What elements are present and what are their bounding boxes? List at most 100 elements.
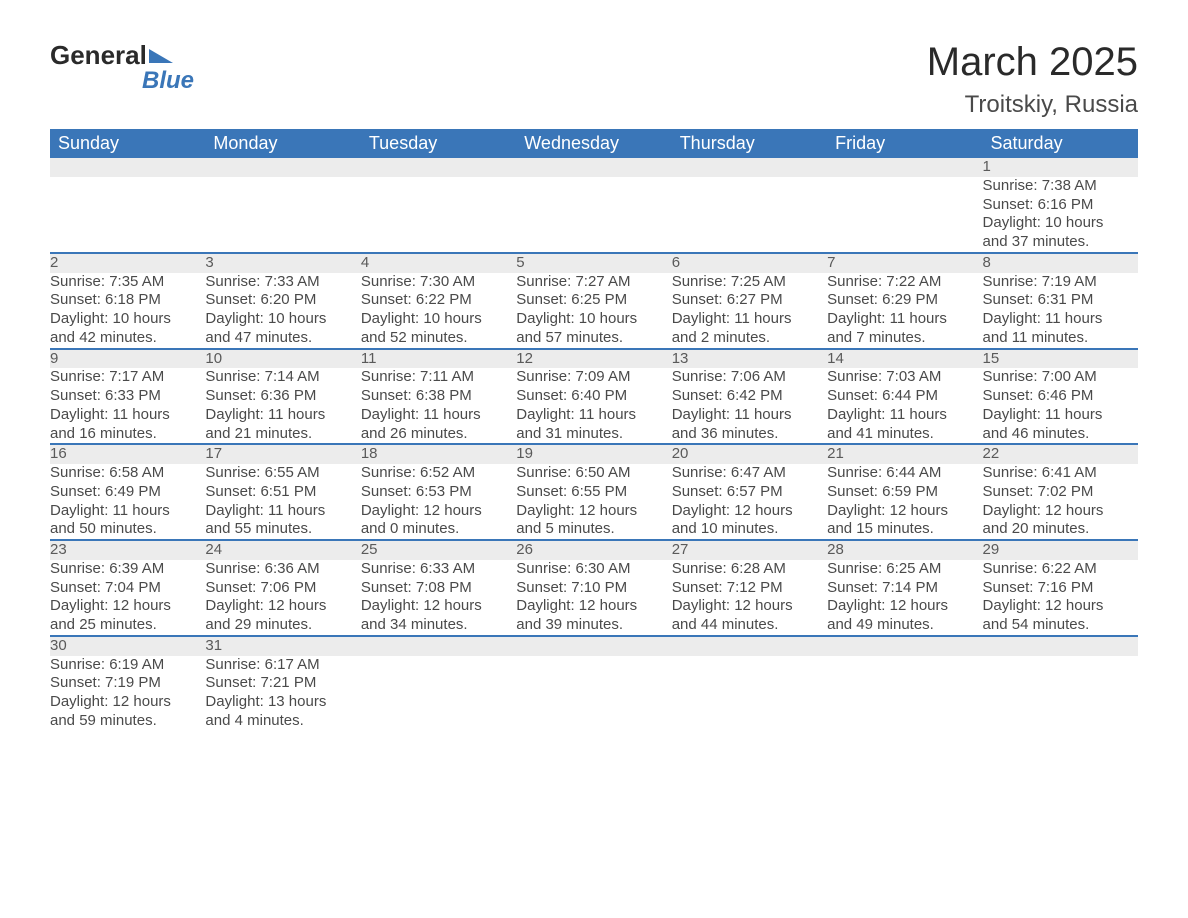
day-number-cell: 13 bbox=[672, 349, 827, 369]
daylight-text: and 49 minutes. bbox=[827, 616, 982, 635]
sunrise-text: Sunrise: 6:41 AM bbox=[983, 464, 1138, 483]
sunrise-text: Sunrise: 6:25 AM bbox=[827, 560, 982, 579]
daylight-text: Daylight: 10 hours bbox=[516, 310, 671, 329]
daylight-text: and 34 minutes. bbox=[361, 616, 516, 635]
location-subtitle: Troitskiy, Russia bbox=[927, 91, 1138, 119]
day-number-row: 9101112131415 bbox=[50, 349, 1138, 369]
day-data-cell: Sunrise: 7:06 AMSunset: 6:42 PMDaylight:… bbox=[672, 368, 827, 444]
daylight-text: and 55 minutes. bbox=[205, 520, 360, 539]
daylight-text: Daylight: 10 hours bbox=[205, 310, 360, 329]
sunrise-text: Sunrise: 7:38 AM bbox=[983, 177, 1138, 196]
daylight-text: and 50 minutes. bbox=[50, 520, 205, 539]
daylight-text: and 7 minutes. bbox=[827, 329, 982, 348]
daylight-text: and 42 minutes. bbox=[50, 329, 205, 348]
sunset-text: Sunset: 6:55 PM bbox=[516, 483, 671, 502]
day-number-cell: 6 bbox=[672, 253, 827, 273]
day-number-cell bbox=[361, 158, 516, 177]
sunset-text: Sunset: 7:10 PM bbox=[516, 579, 671, 598]
sunrise-text: Sunrise: 7:33 AM bbox=[205, 273, 360, 292]
day-number-row: 2345678 bbox=[50, 253, 1138, 273]
day-number-cell: 23 bbox=[50, 540, 205, 560]
sunrise-text: Sunrise: 6:47 AM bbox=[672, 464, 827, 483]
logo-word2: Blue bbox=[142, 67, 194, 95]
day-number-cell: 12 bbox=[516, 349, 671, 369]
daylight-text: and 31 minutes. bbox=[516, 425, 671, 444]
day-data-cell bbox=[50, 177, 205, 253]
day-data-cell: Sunrise: 6:50 AMSunset: 6:55 PMDaylight:… bbox=[516, 464, 671, 540]
daylight-text: and 46 minutes. bbox=[983, 425, 1138, 444]
day-number-cell bbox=[516, 158, 671, 177]
daylight-text: and 21 minutes. bbox=[205, 425, 360, 444]
day-data-cell bbox=[983, 656, 1138, 731]
day-data-cell: Sunrise: 7:09 AMSunset: 6:40 PMDaylight:… bbox=[516, 368, 671, 444]
sunset-text: Sunset: 6:33 PM bbox=[50, 387, 205, 406]
sunrise-text: Sunrise: 6:19 AM bbox=[50, 656, 205, 675]
sunset-text: Sunset: 6:18 PM bbox=[50, 291, 205, 310]
sunrise-text: Sunrise: 7:00 AM bbox=[983, 368, 1138, 387]
day-data-cell: Sunrise: 6:39 AMSunset: 7:04 PMDaylight:… bbox=[50, 560, 205, 636]
day-data-cell: Sunrise: 7:22 AMSunset: 6:29 PMDaylight:… bbox=[827, 273, 982, 349]
day-number-cell: 1 bbox=[983, 158, 1138, 177]
sunset-text: Sunset: 6:49 PM bbox=[50, 483, 205, 502]
day-data-row: Sunrise: 6:58 AMSunset: 6:49 PMDaylight:… bbox=[50, 464, 1138, 540]
day-number-cell bbox=[672, 158, 827, 177]
daylight-text: and 37 minutes. bbox=[983, 233, 1138, 252]
logo-triangle-icon bbox=[149, 49, 173, 63]
daylight-text: and 0 minutes. bbox=[361, 520, 516, 539]
sunset-text: Sunset: 7:16 PM bbox=[983, 579, 1138, 598]
day-data-row: Sunrise: 7:17 AMSunset: 6:33 PMDaylight:… bbox=[50, 368, 1138, 444]
daylight-text: and 20 minutes. bbox=[983, 520, 1138, 539]
day-data-cell: Sunrise: 7:14 AMSunset: 6:36 PMDaylight:… bbox=[205, 368, 360, 444]
day-number-cell bbox=[361, 636, 516, 656]
sunrise-text: Sunrise: 7:03 AM bbox=[827, 368, 982, 387]
daylight-text: Daylight: 12 hours bbox=[50, 597, 205, 616]
day-data-cell: Sunrise: 7:11 AMSunset: 6:38 PMDaylight:… bbox=[361, 368, 516, 444]
sunset-text: Sunset: 7:12 PM bbox=[672, 579, 827, 598]
daylight-text: Daylight: 11 hours bbox=[827, 310, 982, 329]
daylight-text: and 15 minutes. bbox=[827, 520, 982, 539]
daylight-text: Daylight: 13 hours bbox=[205, 693, 360, 712]
day-number-row: 3031 bbox=[50, 636, 1138, 656]
daylight-text: Daylight: 12 hours bbox=[516, 597, 671, 616]
sunset-text: Sunset: 6:25 PM bbox=[516, 291, 671, 310]
sunset-text: Sunset: 7:08 PM bbox=[361, 579, 516, 598]
sunset-text: Sunset: 7:04 PM bbox=[50, 579, 205, 598]
day-data-cell bbox=[827, 177, 982, 253]
day-data-cell: Sunrise: 6:44 AMSunset: 6:59 PMDaylight:… bbox=[827, 464, 982, 540]
sunrise-text: Sunrise: 6:52 AM bbox=[361, 464, 516, 483]
sunrise-text: Sunrise: 6:58 AM bbox=[50, 464, 205, 483]
day-number-cell: 21 bbox=[827, 444, 982, 464]
daylight-text: Daylight: 11 hours bbox=[983, 406, 1138, 425]
sunset-text: Sunset: 7:02 PM bbox=[983, 483, 1138, 502]
daylight-text: Daylight: 12 hours bbox=[983, 597, 1138, 616]
day-number-cell: 24 bbox=[205, 540, 360, 560]
sunset-text: Sunset: 6:46 PM bbox=[983, 387, 1138, 406]
day-data-row: Sunrise: 6:39 AMSunset: 7:04 PMDaylight:… bbox=[50, 560, 1138, 636]
daylight-text: and 44 minutes. bbox=[672, 616, 827, 635]
day-number-cell: 31 bbox=[205, 636, 360, 656]
sunset-text: Sunset: 6:53 PM bbox=[361, 483, 516, 502]
day-data-cell: Sunrise: 6:22 AMSunset: 7:16 PMDaylight:… bbox=[983, 560, 1138, 636]
sunrise-text: Sunrise: 6:50 AM bbox=[516, 464, 671, 483]
day-number-cell bbox=[827, 158, 982, 177]
day-data-cell: Sunrise: 7:38 AMSunset: 6:16 PMDaylight:… bbox=[983, 177, 1138, 253]
daylight-text: Daylight: 11 hours bbox=[361, 406, 516, 425]
day-data-cell: Sunrise: 6:17 AMSunset: 7:21 PMDaylight:… bbox=[205, 656, 360, 731]
daylight-text: Daylight: 10 hours bbox=[983, 214, 1138, 233]
weekday-header: Monday bbox=[205, 129, 360, 158]
day-number-cell: 7 bbox=[827, 253, 982, 273]
daylight-text: and 36 minutes. bbox=[672, 425, 827, 444]
weekday-header: Tuesday bbox=[361, 129, 516, 158]
sunset-text: Sunset: 6:16 PM bbox=[983, 196, 1138, 215]
daylight-text: Daylight: 12 hours bbox=[205, 597, 360, 616]
sunset-text: Sunset: 6:29 PM bbox=[827, 291, 982, 310]
daylight-text: Daylight: 11 hours bbox=[205, 502, 360, 521]
sunset-text: Sunset: 6:42 PM bbox=[672, 387, 827, 406]
sunset-text: Sunset: 6:44 PM bbox=[827, 387, 982, 406]
day-number-cell: 28 bbox=[827, 540, 982, 560]
daylight-text: and 16 minutes. bbox=[50, 425, 205, 444]
daylight-text: and 39 minutes. bbox=[516, 616, 671, 635]
sunset-text: Sunset: 6:27 PM bbox=[672, 291, 827, 310]
sunset-text: Sunset: 6:40 PM bbox=[516, 387, 671, 406]
weekday-header: Thursday bbox=[672, 129, 827, 158]
